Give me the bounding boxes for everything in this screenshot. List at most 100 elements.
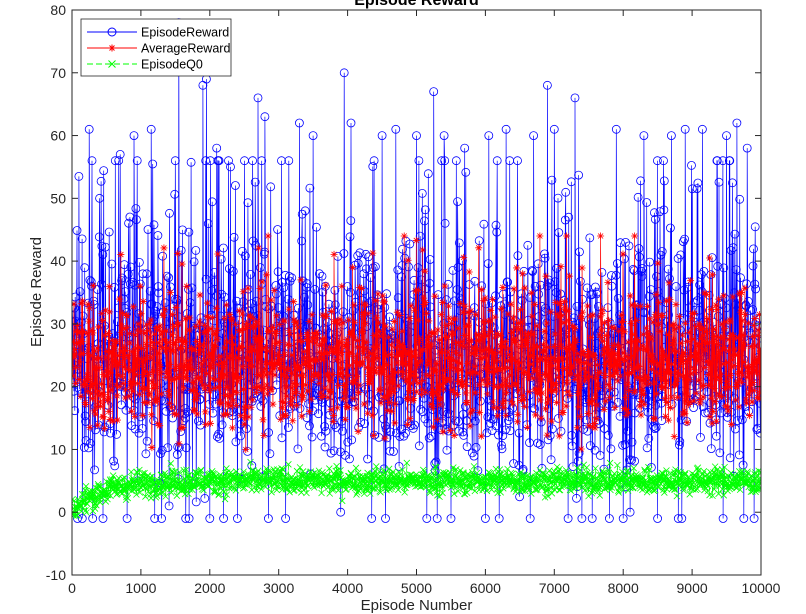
- average-reward-point: [366, 366, 374, 374]
- average-reward-point: [252, 321, 260, 329]
- episode-reward-point: [85, 275, 95, 285]
- episode-reward-point: [638, 263, 647, 273]
- average-reward-point: [247, 403, 255, 411]
- average-reward-point: [431, 292, 439, 300]
- average-reward-point: [620, 349, 628, 357]
- episode-reward-point: [219, 514, 229, 523]
- episode-reward-point: [409, 275, 419, 285]
- episode-reward-point: [75, 384, 84, 394]
- episode-reward-point: [283, 294, 293, 304]
- average-reward-point: [222, 410, 230, 418]
- episode-reward-point: [630, 456, 639, 466]
- average-reward-point: [443, 333, 451, 341]
- average-reward-point: [524, 333, 532, 341]
- average-reward-point: [97, 390, 105, 398]
- episode-q0-point: [313, 471, 320, 479]
- average-reward-point: [275, 338, 283, 346]
- average-reward-point: [749, 360, 757, 368]
- average-reward-point: [630, 337, 638, 345]
- episode-reward-point: [435, 341, 445, 351]
- average-reward-point: [594, 361, 602, 369]
- average-reward-point: [311, 339, 319, 347]
- average-reward-point: [560, 319, 568, 327]
- average-reward-point: [98, 309, 106, 317]
- average-reward-point: [257, 336, 265, 344]
- episode-reward-point: [410, 420, 420, 430]
- average-reward-point: [180, 384, 188, 392]
- average-reward-point: [591, 424, 599, 432]
- episode-reward-point: [320, 422, 330, 431]
- average-reward-point: [178, 260, 186, 268]
- average-reward-point: [738, 317, 746, 325]
- episode-q0-point: [91, 505, 99, 512]
- average-reward-point: [172, 411, 180, 419]
- average-reward-point: [643, 345, 651, 353]
- episode-q0-point: [596, 492, 604, 499]
- average-reward-point: [361, 301, 369, 309]
- average-reward-point: [682, 397, 690, 405]
- episode-reward-point: [100, 321, 109, 331]
- average-reward-point: [752, 366, 760, 374]
- average-reward-point: [377, 399, 385, 407]
- episode-reward-point: [641, 394, 651, 404]
- average-reward-point: [129, 367, 137, 375]
- episode-reward-point: [366, 273, 376, 282]
- average-reward-point: [540, 327, 548, 335]
- episode-reward-point: [644, 291, 654, 301]
- episode-reward-point: [527, 266, 537, 275]
- average-reward-point: [270, 286, 278, 294]
- average-reward-point: [712, 417, 720, 425]
- episode-q0-point: [754, 472, 761, 480]
- episode-q0-point: [454, 487, 462, 495]
- average-reward-point: [183, 282, 191, 290]
- average-reward-point: [611, 404, 619, 412]
- average-reward-point: [567, 341, 575, 349]
- average-reward-point: [665, 416, 673, 424]
- average-reward-point: [84, 300, 92, 308]
- average-reward-point: [205, 314, 213, 322]
- average-reward-point: [276, 359, 284, 367]
- circle-marker-icon: [107, 27, 117, 37]
- average-reward-point: [160, 244, 168, 252]
- average-reward-point: [473, 369, 481, 377]
- average-reward-point: [461, 380, 469, 388]
- episode-reward-point: [715, 448, 725, 458]
- episode-reward-point: [535, 440, 545, 449]
- episode-reward-point: [574, 170, 583, 180]
- episode-q0-point: [412, 483, 419, 490]
- average-reward-point: [225, 392, 233, 400]
- average-reward-point: [211, 330, 219, 338]
- episode-q0-point: [385, 465, 393, 473]
- episode-reward-point: [655, 207, 665, 217]
- episode-q0-point: [191, 483, 198, 491]
- average-reward-point: [72, 353, 77, 361]
- episode-q0-point: [509, 473, 517, 480]
- average-reward-point: [755, 395, 761, 403]
- episode-q0-point: [621, 481, 629, 488]
- average-reward-point: [344, 372, 352, 380]
- average-reward-point: [219, 372, 227, 380]
- average-reward-point: [648, 335, 656, 343]
- average-reward-point: [108, 386, 116, 394]
- average-reward-point: [545, 375, 553, 383]
- episode-reward-point: [459, 430, 469, 440]
- episode-reward-point: [474, 236, 484, 246]
- average-reward-point: [580, 359, 588, 367]
- episode-q0-point: [521, 471, 529, 479]
- average-reward-point: [513, 264, 521, 272]
- average-reward-point: [321, 337, 329, 345]
- episode-reward-point: [676, 250, 686, 260]
- average-reward-point: [408, 372, 416, 380]
- average-reward-point: [529, 330, 537, 338]
- average-reward-point: [526, 329, 534, 337]
- average-reward-point: [425, 332, 433, 340]
- average-reward-point: [113, 392, 121, 400]
- average-reward-point: [221, 391, 229, 399]
- average-reward-point: [752, 356, 760, 364]
- episode-q0-point: [655, 483, 663, 491]
- average-reward-point: [103, 347, 111, 355]
- episode-reward-point: [618, 514, 628, 523]
- average-reward-point: [204, 326, 212, 334]
- average-reward-point: [284, 373, 292, 381]
- average-reward-point: [93, 344, 101, 352]
